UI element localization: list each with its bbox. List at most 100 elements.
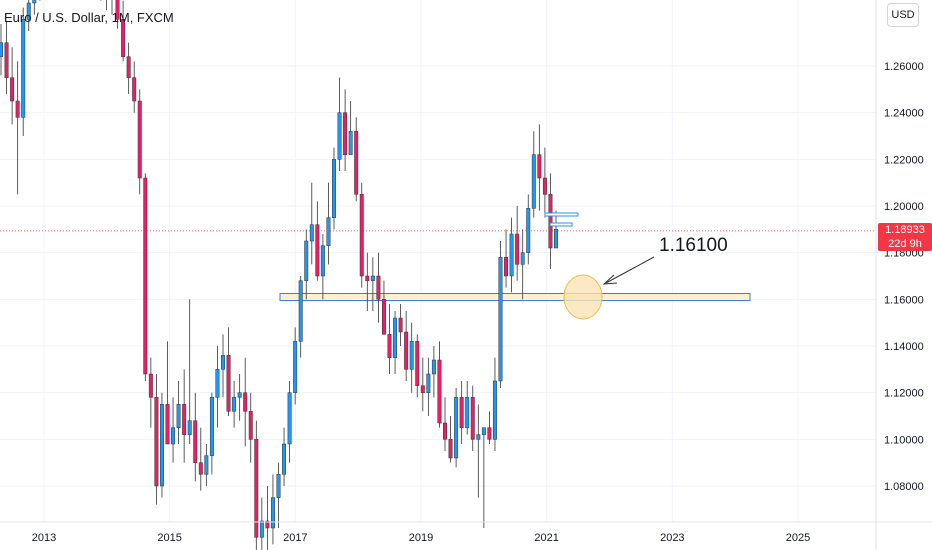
candle-body (542, 177, 547, 195)
candle-body (454, 397, 459, 459)
candle-body (526, 208, 531, 253)
candle-body (448, 439, 453, 459)
candle-body (337, 112, 342, 160)
time-axis[interactable]: 2013 2015 2017 2019 2021 2023 2025 (0, 521, 932, 544)
candle-body (326, 217, 331, 246)
candle-body (465, 397, 470, 428)
candle-body (293, 341, 298, 393)
candle-body (304, 240, 309, 281)
price-tick-label: 1.26000 (884, 61, 924, 73)
candle-body (21, 19, 26, 118)
candle-body (226, 355, 231, 412)
chart-grid (0, 0, 876, 522)
candle-body (365, 275, 370, 281)
candle-body (459, 397, 464, 428)
candle-body (420, 385, 425, 393)
candle-body (354, 131, 359, 195)
candle-body (221, 355, 225, 370)
candle-body (32, 0, 37, 4)
time-tick-label: 2017 (283, 532, 307, 544)
time-tick-label: 2015 (157, 532, 181, 544)
chart-title: Euro / U.S. Dollar, 1M, FXCM (4, 10, 174, 25)
candle-body (154, 397, 159, 487)
candle-body (359, 194, 364, 277)
candle-body (115, 0, 120, 20)
candle-body (409, 341, 414, 370)
candle-body (332, 159, 336, 218)
bar-countdown: 22d 9h (888, 238, 922, 250)
candle-body (404, 331, 409, 370)
candle-body (4, 42, 9, 78)
candle-body (159, 404, 164, 487)
candle-body (537, 154, 542, 179)
candle-body (415, 341, 420, 386)
candle-body (554, 229, 558, 249)
projection-box[interactable] (544, 212, 579, 227)
candle-body (509, 233, 514, 277)
candle-body (26, 2, 31, 20)
candle-body (204, 455, 209, 475)
candle-body (315, 224, 320, 277)
target-circle[interactable] (563, 274, 603, 320)
time-tick-label: 2021 (534, 532, 558, 544)
candle-body (548, 194, 553, 249)
time-tick-label: 2025 (786, 532, 810, 544)
currency-button[interactable]: USD (887, 3, 919, 27)
time-tick-label: 2013 (32, 532, 56, 544)
candle-body (431, 359, 436, 375)
price-tick-label: 1.22000 (884, 154, 924, 166)
candle-body (182, 404, 187, 435)
support-zone-rectangle[interactable] (279, 293, 751, 301)
price-tick-label: 1.12000 (884, 388, 924, 400)
candle-body (426, 373, 431, 393)
candle-body (232, 397, 237, 412)
candle-body (0, 42, 3, 57)
candle-body (298, 280, 303, 342)
candle-body (126, 56, 131, 78)
candle-body (370, 275, 375, 281)
annotation-arrowhead (602, 274, 618, 285)
annotation-label[interactable]: 1.16100 (659, 235, 728, 256)
candle-body (215, 369, 220, 398)
candle-body (348, 131, 353, 155)
last-price-tag: 1.18933 22d 9h (878, 223, 932, 251)
price-tick-label: 1.16000 (884, 294, 924, 306)
candle-body (276, 474, 281, 498)
price-tick-label: 1.14000 (884, 341, 924, 353)
candle-body (132, 77, 137, 102)
price-axis[interactable]: 1.080001.100001.120001.140001.160001.180… (875, 0, 924, 550)
candle-body (254, 439, 259, 538)
candle-body (481, 427, 486, 435)
price-tick-label: 1.24000 (884, 108, 924, 120)
candle-body (165, 404, 170, 445)
candle-body (287, 392, 292, 445)
candle-body (320, 245, 325, 277)
candle-body (309, 224, 314, 242)
candle-body (437, 359, 442, 424)
candle-body (476, 434, 481, 440)
candle-body (282, 443, 287, 475)
candle-body (243, 392, 248, 412)
candle-body (248, 411, 253, 440)
candle-body (492, 380, 497, 440)
candle-body (376, 275, 381, 300)
price-tick-label: 1.20000 (884, 201, 924, 213)
candle-body (470, 397, 475, 440)
candle-body (193, 420, 198, 463)
candle-body (171, 427, 176, 445)
annotation-arrow[interactable] (605, 256, 655, 284)
candle-body (381, 299, 386, 335)
candle-body (198, 462, 203, 475)
candle-body (121, 19, 126, 57)
candle-body (387, 334, 392, 358)
price-tick-label: 1.10000 (884, 434, 924, 446)
candle-body (398, 317, 403, 333)
candle-body (531, 154, 536, 209)
candle-body (237, 392, 242, 398)
candle-body (487, 427, 492, 440)
time-tick-label: 2019 (409, 532, 433, 544)
candle-body (143, 177, 148, 375)
candle-body (187, 420, 192, 435)
candle-body (15, 100, 20, 118)
